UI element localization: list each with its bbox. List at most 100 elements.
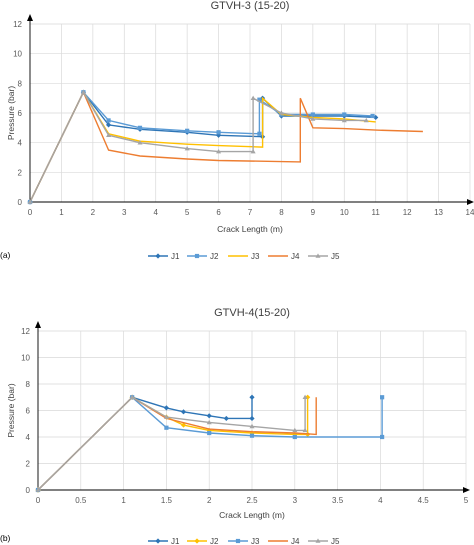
legend-label: J5 xyxy=(331,252,340,261)
y-tick-label: 12 xyxy=(21,327,30,336)
series-point xyxy=(249,433,255,438)
x-tick-label: 6 xyxy=(216,208,221,217)
series-point xyxy=(106,118,111,123)
series-point xyxy=(249,423,255,429)
x-tick-label: 3.5 xyxy=(332,496,344,505)
series-point xyxy=(180,409,187,415)
series-line xyxy=(37,396,253,491)
y-tick-label: 6 xyxy=(26,407,31,416)
legend-label: J4 xyxy=(291,537,300,545)
series-point xyxy=(80,89,86,95)
y-axis-label: Pressure (bar) xyxy=(6,86,16,140)
x-tick-label: 5 xyxy=(464,496,469,505)
x-tick-label: 0 xyxy=(36,496,41,505)
y-tick-label: 4 xyxy=(18,139,23,148)
y-tick-label: 8 xyxy=(18,79,23,88)
series-point xyxy=(310,112,315,117)
x-tick-label: 4 xyxy=(378,496,383,505)
y-tick-label: 12 xyxy=(13,20,22,29)
series-point xyxy=(292,434,297,440)
series-point xyxy=(180,422,187,428)
series-point xyxy=(249,415,255,422)
series-point xyxy=(163,414,169,419)
x-tick-label: 8 xyxy=(279,208,284,217)
series-j3 xyxy=(29,90,376,203)
y-tick-label: 0 xyxy=(18,198,23,207)
x-tick-label: 9 xyxy=(311,208,316,217)
series-point xyxy=(216,130,221,135)
series-j5 xyxy=(27,89,369,204)
legend-label: J3 xyxy=(251,252,260,261)
series-point xyxy=(184,146,190,151)
series-point xyxy=(207,430,212,436)
series-point xyxy=(185,128,190,133)
y-tick-label: 2 xyxy=(18,168,23,177)
x-tick-label: 5 xyxy=(185,208,190,217)
series-point xyxy=(155,253,161,259)
x-tick-label: 0.5 xyxy=(75,496,87,505)
series-point xyxy=(257,97,262,102)
series-point xyxy=(249,394,255,400)
chart-title: GTVH-3 (15-20) xyxy=(211,0,290,12)
series-point xyxy=(137,140,143,145)
series-line xyxy=(29,90,423,203)
legend-label: J3 xyxy=(251,537,260,545)
series-point xyxy=(206,419,212,425)
legend-label: J2 xyxy=(210,252,219,261)
x-tick-label: 3 xyxy=(293,496,298,505)
series-point xyxy=(310,116,316,121)
y-tick-label: 6 xyxy=(18,109,23,118)
panel-label: (a) xyxy=(0,250,11,260)
y-tick-label: 0 xyxy=(26,486,31,495)
series-point xyxy=(292,427,298,433)
chart-title: GTVH-4(15-20) xyxy=(214,307,290,319)
series-point xyxy=(363,117,369,123)
series-line xyxy=(29,90,376,203)
x-tick-label: 2 xyxy=(91,208,96,217)
x-tick-label: 14 xyxy=(466,208,474,217)
series-j2 xyxy=(27,90,375,205)
x-axis-label: Crack Length (m) xyxy=(217,224,283,234)
series-j1 xyxy=(27,89,379,205)
x-tick-label: 12 xyxy=(403,208,412,217)
series-point xyxy=(163,405,169,411)
series-point xyxy=(370,113,375,119)
y-tick-label: 10 xyxy=(21,354,30,363)
series-j5 xyxy=(35,394,308,492)
series-point xyxy=(216,148,222,154)
legend-label: J2 xyxy=(210,537,219,545)
legend: J1 J2 J3 J4 J5 xyxy=(148,537,340,545)
x-tick-label: 13 xyxy=(434,208,443,217)
x-tick-label: 2.5 xyxy=(246,496,258,505)
series-point xyxy=(137,125,143,130)
x-axis-arrow xyxy=(467,199,474,205)
series-point xyxy=(315,253,321,258)
series-line xyxy=(29,90,367,203)
series-point xyxy=(257,131,262,136)
series-point xyxy=(206,413,212,419)
panel-label: (b) xyxy=(0,533,11,543)
y-tick-label: 8 xyxy=(26,380,31,389)
y-axis-arrow xyxy=(27,14,33,21)
x-tick-label: 1 xyxy=(59,208,64,217)
series-point xyxy=(250,148,256,154)
series-point xyxy=(223,415,229,422)
x-tick-label: 11 xyxy=(372,208,381,217)
legend-label: J1 xyxy=(171,537,180,545)
y-tick-label: 2 xyxy=(26,460,31,469)
series-point xyxy=(235,538,241,544)
series-j3 xyxy=(35,395,385,493)
series-j4 xyxy=(29,90,423,203)
x-axis-label: Crack Length (m) xyxy=(219,510,285,520)
y-axis-arrow xyxy=(35,321,41,328)
series-point xyxy=(194,253,200,259)
x-tick-label: 1 xyxy=(121,496,126,505)
series-point xyxy=(342,112,347,117)
series-line xyxy=(29,90,373,203)
legend: J1 J2 J3 J4 J5 xyxy=(148,252,340,261)
series-point xyxy=(249,430,255,436)
legend-label: J1 xyxy=(171,252,180,261)
series-line xyxy=(37,396,317,491)
